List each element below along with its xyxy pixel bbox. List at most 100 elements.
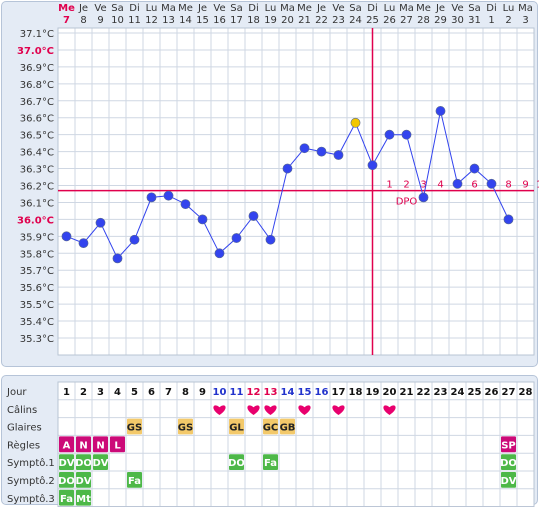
y-tick-label: 36.9°C (20, 63, 54, 74)
regles-label: A (63, 440, 71, 451)
sympto1-cell (59, 454, 74, 470)
date-label: 11 (128, 15, 141, 26)
glaire-cell (263, 418, 278, 435)
regles-label: SP (501, 440, 516, 451)
sympto2-label: DO (58, 476, 75, 487)
y-tick-label: 36.7°C (20, 97, 54, 108)
y-tick-label: 36.3°C (20, 165, 54, 176)
sympto1-label: DO (75, 458, 92, 469)
y-tick-label: 36.1°C (20, 198, 54, 209)
heart-icon (298, 405, 311, 415)
date-label: 30 (451, 15, 464, 26)
regles-cell (59, 436, 74, 453)
y-tick-label: 35.8°C (20, 249, 54, 260)
weekday-label: Ma (280, 3, 295, 14)
temperature-point (486, 178, 497, 189)
glaire-label: GS (178, 423, 193, 434)
date-label: 18 (247, 15, 260, 26)
weekday-label: Je (78, 3, 88, 14)
weekday-label: Lu (265, 3, 277, 14)
date-label: 27 (400, 15, 413, 26)
y-tick-label: 35.6°C (20, 283, 54, 294)
day-number: 14 (281, 387, 295, 398)
sympto1-label: DO (228, 458, 245, 469)
temperature-chart: 35.3°C 35.4°C 35.5°C 35.6°C 35.7°C 35.8°C 35.9… (17, 3, 539, 356)
weekday-label: Me (58, 3, 75, 14)
row-label: Symptô.1 (7, 457, 55, 469)
date-label: 29 (434, 15, 447, 26)
temperature-point (61, 231, 72, 242)
day-number: 1 (63, 387, 70, 398)
weekday-label: Di (367, 3, 377, 14)
regles-cell (501, 436, 516, 453)
temperature-point (299, 143, 310, 154)
sympto2-cell (501, 472, 516, 488)
temperature-point (214, 248, 225, 259)
day-number: 21 (400, 387, 414, 398)
temperature-point (231, 233, 242, 243)
row-label: Règles (7, 439, 40, 451)
date-label: 13 (162, 15, 175, 26)
day-number: 12 (247, 387, 261, 398)
glaire-label: GC (263, 423, 279, 434)
date-label: 10 (111, 15, 124, 26)
temperature-point (265, 234, 276, 245)
temperature-point (316, 146, 327, 157)
day-number: 9 (199, 387, 206, 398)
weekday-label: Je (316, 3, 326, 14)
day-number: 3 (97, 387, 104, 398)
sympto2-label: DV (75, 476, 91, 487)
regles-label: N (79, 440, 87, 451)
sympto3-cell (76, 489, 91, 506)
day-number: 22 (417, 387, 431, 398)
dpo-number: 9 (522, 180, 528, 191)
dpo-number: 4 (437, 180, 443, 191)
date-label: 17 (230, 15, 243, 26)
date-label: 26 (383, 15, 396, 26)
row-label: Câlins (7, 404, 37, 416)
day-number: 8 (182, 387, 189, 398)
temperature-point (112, 253, 123, 264)
temperature-point (384, 129, 395, 140)
sympto1-cell (93, 454, 108, 470)
day-number: 23 (434, 387, 448, 398)
day-number: 2 (80, 387, 87, 398)
heart-icon (213, 405, 226, 415)
date-label: 7 (63, 15, 70, 26)
temperature-point (503, 214, 514, 225)
sympto2-cell (76, 472, 91, 488)
temperature-point (146, 192, 157, 203)
glaire-cell (229, 418, 244, 435)
date-label: 23 (332, 15, 345, 26)
temperature-point (401, 129, 412, 140)
date-label: 14 (179, 15, 192, 26)
day-number: 6 (148, 387, 155, 398)
day-number: 4 (114, 387, 121, 398)
day-number: 13 (264, 387, 278, 398)
weekday-label: Sa (230, 3, 242, 14)
dpo-number: 10 (536, 180, 539, 191)
weekday-label: Ma (518, 3, 533, 14)
day-number: 5 (131, 387, 138, 398)
weekday-label: Di (486, 3, 496, 14)
date-label: 15 (196, 15, 209, 26)
weekday-label: Je (435, 3, 445, 14)
date-label: 31 (468, 15, 481, 26)
day-number: 18 (349, 387, 363, 398)
weekday-label: Sa (468, 3, 480, 14)
weekday-label: Ve (451, 3, 463, 14)
y-tick-label: 36.8°C (20, 80, 54, 91)
temperature-point (129, 234, 140, 245)
y-tick-label: 36.6°C (20, 114, 54, 125)
dpo-number: 6 (471, 180, 477, 191)
date-label: 16 (213, 15, 226, 26)
date-label: 12 (145, 15, 158, 26)
regles-cell (110, 436, 125, 453)
temperature-point (367, 160, 378, 171)
temperature-point (197, 214, 208, 225)
date-label: 25 (366, 15, 379, 26)
y-tick-label: 36.0°C (17, 215, 54, 226)
day-number: 10 (213, 387, 227, 398)
weekday-label: Lu (503, 3, 515, 14)
